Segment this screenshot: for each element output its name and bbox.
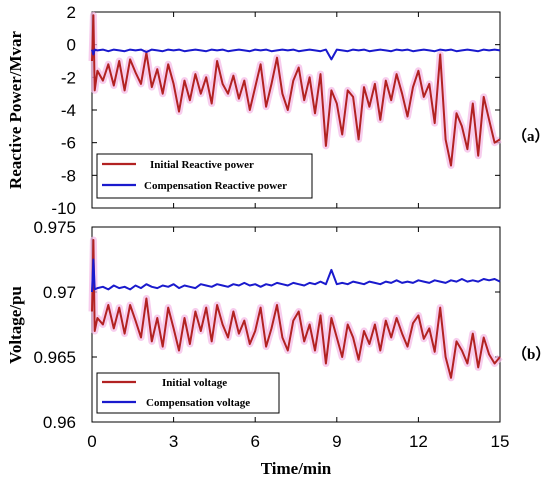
y-tick-label: 0.965 xyxy=(33,348,76,367)
x-tick-label: 6 xyxy=(250,432,259,451)
panel-label-b: （b） xyxy=(512,345,550,363)
y-axis-title-b: Voltage/pu xyxy=(6,286,25,364)
y-axis-title-a: Reactive Power/Mvar xyxy=(6,30,25,189)
y-tick-label: 2 xyxy=(67,3,76,22)
panel-voltage: 0.975 0.97 0.965 0.96 Voltage/pu Initial vo… xyxy=(6,218,550,432)
series-line-compensation-voltage xyxy=(91,258,501,293)
y-tick-label: -4 xyxy=(61,101,76,120)
legend-label-initial-voltage: Initial voltage xyxy=(162,377,227,389)
y-tick-label: 0.975 xyxy=(33,218,76,237)
series-line-initial-reactive-power xyxy=(91,14,501,167)
y-tick-label: 0 xyxy=(67,36,76,55)
y-ticks-a: 2 0 -2 -4 -6 -8 -10 xyxy=(51,3,500,218)
legend-box-a xyxy=(96,153,313,199)
panel-label-a: （a） xyxy=(512,127,550,145)
x-tick-marks-b xyxy=(91,227,501,422)
x-tick-label: 12 xyxy=(409,432,428,451)
legend-label-compensation-reactive: Compensation Reactive power xyxy=(144,180,287,192)
y-tick-label: -2 xyxy=(61,68,76,87)
x-tick-label: 0 xyxy=(87,432,96,451)
y-tick-label: 0.97 xyxy=(43,283,76,302)
legend-label-initial-reactive: Initial Reactive power xyxy=(150,159,254,171)
legend-a: Initial Reactive power Compensation Reac… xyxy=(96,153,313,199)
series-line-compensation-reactive-power xyxy=(91,48,501,61)
x-tick-labels: 0 3 6 9 12 15 xyxy=(87,432,509,451)
y-tick-label: -6 xyxy=(61,134,76,153)
x-tick-label: 3 xyxy=(169,432,178,451)
series-line-initial-voltage xyxy=(91,239,501,379)
x-tick-label: 15 xyxy=(491,432,510,451)
y-tick-label: -10 xyxy=(51,199,76,218)
legend-b: Initial voltage Compensation voltage xyxy=(96,372,280,414)
x-axis-title: Time/min xyxy=(261,459,332,478)
series-b xyxy=(88,236,503,382)
series-halo-initial-voltage xyxy=(88,236,503,382)
legend-label-compensation-voltage: Compensation voltage xyxy=(146,397,250,409)
y-ticks-b: 0.975 0.97 0.965 0.96 xyxy=(33,218,500,432)
panel-reactive-power: 2 0 -2 -4 -6 -8 -10 Reactive Power/Mvar Initia… xyxy=(6,3,550,218)
y-tick-label: -8 xyxy=(61,166,76,185)
y-tick-label: 0.96 xyxy=(43,413,76,432)
series-a xyxy=(88,11,502,169)
x-tick-label: 9 xyxy=(332,432,341,451)
legend-box-b xyxy=(96,372,280,414)
series-halo-initial-reactive-power xyxy=(88,11,502,169)
